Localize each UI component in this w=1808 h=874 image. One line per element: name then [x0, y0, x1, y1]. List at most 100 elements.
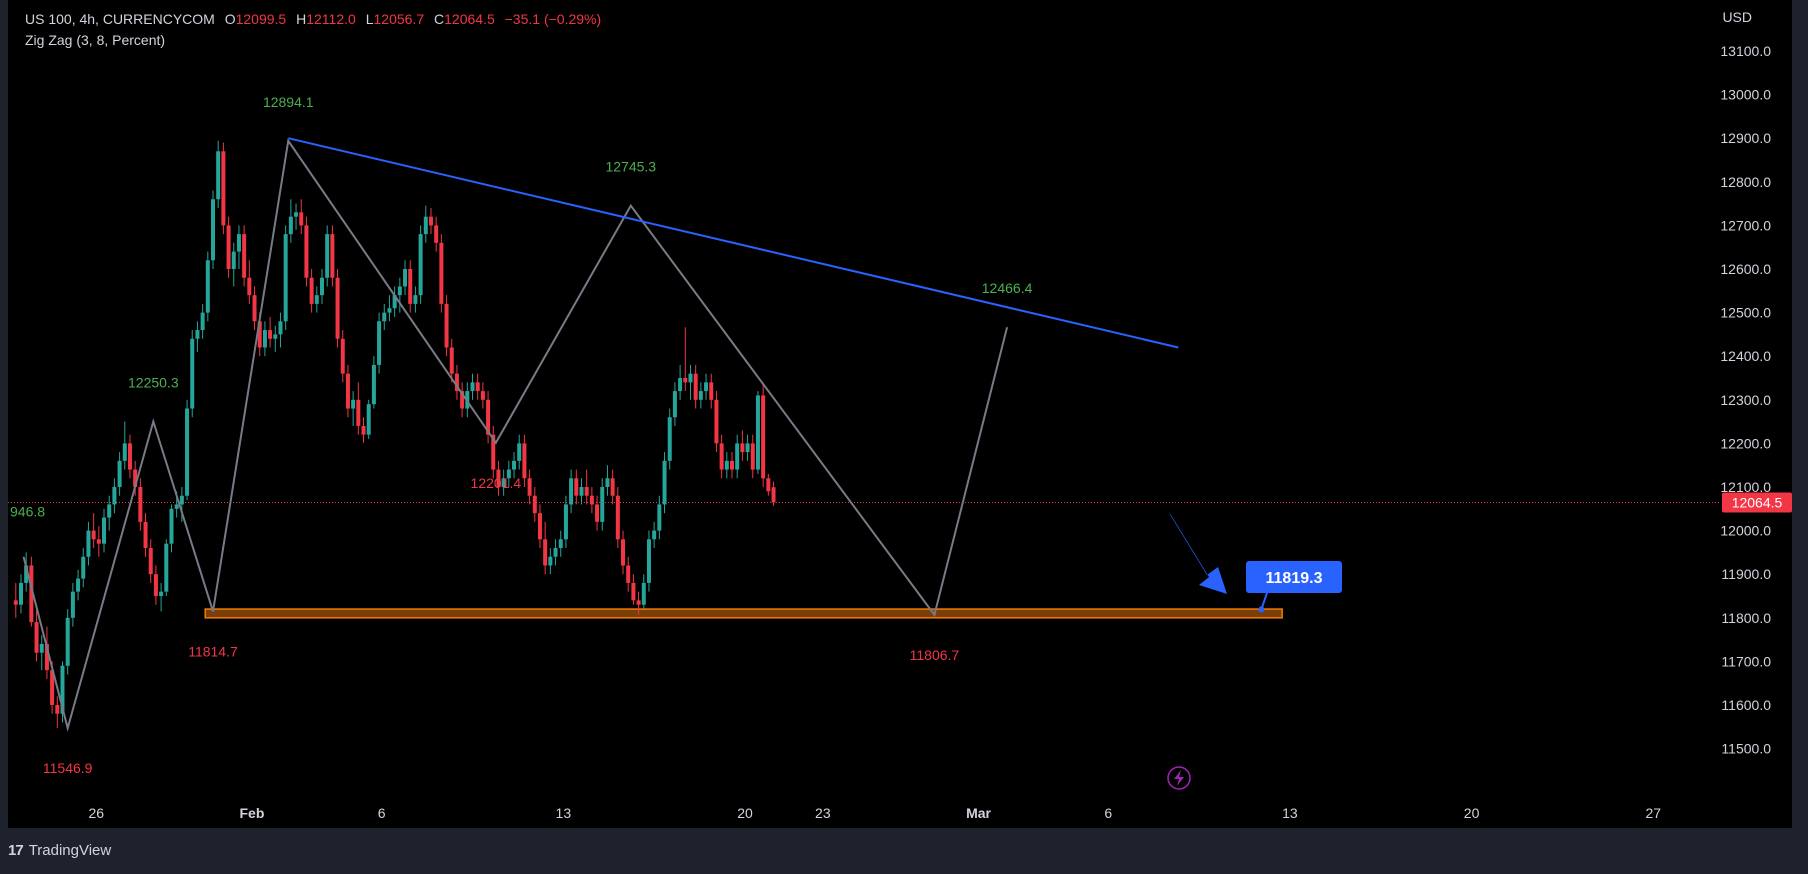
candle[interactable] — [449, 347, 454, 374]
candle[interactable] — [70, 591, 75, 618]
candle[interactable] — [122, 443, 127, 461]
candle[interactable] — [231, 251, 236, 269]
candle[interactable] — [714, 399, 719, 444]
candle[interactable] — [283, 234, 288, 322]
candle[interactable] — [221, 151, 226, 226]
candle[interactable] — [698, 391, 703, 400]
candle[interactable] — [558, 539, 563, 549]
candle[interactable] — [517, 443, 522, 461]
candle[interactable] — [403, 269, 408, 287]
candle[interactable] — [641, 582, 646, 605]
candle[interactable] — [610, 478, 615, 496]
candle[interactable] — [294, 212, 299, 217]
candle[interactable] — [589, 495, 594, 505]
candle[interactable] — [164, 543, 169, 592]
candle[interactable] — [761, 395, 766, 479]
candle[interactable] — [179, 495, 184, 505]
candle[interactable] — [60, 665, 65, 714]
candle[interactable] — [112, 487, 117, 505]
candle[interactable] — [636, 600, 641, 605]
candle[interactable] — [569, 478, 574, 505]
candle[interactable] — [86, 530, 91, 557]
candle[interactable] — [688, 373, 693, 383]
candle[interactable] — [200, 312, 205, 331]
candle[interactable] — [413, 295, 418, 304]
candle[interactable] — [392, 295, 397, 309]
candle[interactable] — [39, 643, 44, 653]
candle[interactable] — [532, 495, 537, 514]
candle[interactable] — [512, 460, 517, 470]
candle[interactable] — [13, 600, 18, 605]
candle[interactable] — [678, 378, 683, 392]
candle[interactable] — [527, 478, 532, 496]
candle[interactable] — [133, 469, 138, 487]
candle[interactable] — [672, 391, 677, 418]
candle[interactable] — [662, 460, 667, 505]
candle[interactable] — [190, 338, 195, 409]
candle[interactable] — [434, 225, 439, 243]
candle[interactable] — [216, 151, 221, 200]
chart-frame[interactable]: 946.8 11546.9 12250.3 11814.7 12894.1 12201.… — [8, 0, 1792, 828]
candle[interactable] — [579, 487, 584, 496]
candle[interactable] — [522, 443, 527, 479]
candle[interactable] — [755, 395, 760, 470]
candle[interactable] — [314, 295, 319, 304]
candle[interactable] — [496, 469, 501, 487]
candle[interactable] — [371, 364, 376, 405]
candle[interactable] — [174, 504, 179, 509]
candle[interactable] — [127, 443, 132, 470]
candle[interactable] — [480, 391, 485, 400]
candle[interactable] — [470, 382, 475, 392]
candle[interactable] — [423, 216, 428, 235]
candle[interactable] — [195, 330, 200, 339]
candle[interactable] — [288, 216, 293, 235]
candle[interactable] — [325, 234, 330, 278]
candle[interactable] — [657, 504, 662, 531]
candle[interactable] — [553, 548, 558, 557]
tradingview-logo-icon[interactable]: 17 — [8, 842, 24, 859]
candle[interactable] — [96, 539, 101, 544]
candle[interactable] — [439, 242, 444, 304]
candle[interactable] — [34, 622, 39, 653]
candle[interactable] — [351, 399, 356, 409]
candle[interactable] — [543, 539, 548, 566]
candle[interactable] — [621, 539, 626, 566]
candle[interactable] — [211, 199, 216, 261]
candle[interactable] — [148, 548, 153, 575]
candle[interactable] — [304, 225, 309, 278]
candle[interactable] — [330, 234, 335, 278]
candle[interactable] — [138, 487, 143, 522]
candle[interactable] — [683, 378, 688, 383]
candle[interactable] — [745, 443, 750, 453]
candle[interactable] — [704, 382, 709, 392]
candle[interactable] — [76, 578, 81, 592]
candle[interactable] — [646, 539, 651, 583]
candle[interactable] — [444, 303, 449, 348]
candle[interactable] — [226, 225, 231, 269]
candle[interactable] — [693, 373, 698, 400]
candle[interactable] — [309, 277, 314, 304]
candle[interactable] — [486, 399, 491, 435]
candle[interactable] — [709, 382, 714, 400]
candle[interactable] — [247, 277, 252, 296]
candle[interactable] — [24, 565, 29, 583]
candle[interactable] — [652, 530, 657, 540]
candle[interactable] — [387, 308, 392, 313]
candle[interactable] — [366, 404, 371, 435]
candle[interactable] — [91, 530, 96, 540]
candle[interactable] — [107, 504, 112, 518]
candle[interactable] — [771, 487, 776, 503]
candle[interactable] — [574, 478, 579, 496]
candle[interactable] — [102, 517, 107, 544]
candle[interactable] — [117, 460, 122, 487]
candle[interactable] — [719, 443, 724, 470]
candle[interactable] — [428, 216, 433, 226]
candle[interactable] — [273, 334, 278, 339]
candle[interactable] — [537, 513, 542, 540]
candle[interactable] — [65, 617, 70, 666]
candle[interactable] — [475, 382, 480, 392]
current-price-tag[interactable] — [1722, 492, 1792, 513]
candle[interactable] — [18, 582, 23, 605]
candle[interactable] — [724, 460, 729, 470]
candle[interactable] — [299, 212, 304, 226]
